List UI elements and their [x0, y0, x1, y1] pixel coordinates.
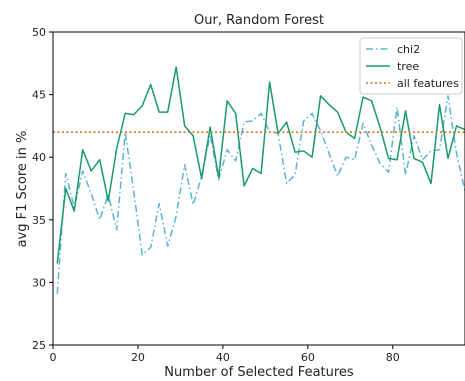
- y-tick-label: 35: [32, 214, 46, 227]
- legend-label-tree: tree: [397, 60, 419, 73]
- legend-label-chi2: chi2: [397, 43, 420, 56]
- series-line-tree: [56, 66, 465, 264]
- plot-area: [53, 66, 465, 294]
- series-group: [53, 66, 465, 294]
- x-tick-label: 80: [386, 351, 400, 364]
- y-tick-label: 45: [32, 89, 46, 102]
- x-tick-label: 60: [301, 351, 315, 364]
- axes: 0 20 40 60 80 25 30 35 40 45 50: [32, 26, 465, 364]
- series-line-chi2: [56, 95, 465, 294]
- y-tick-label: 40: [32, 151, 46, 164]
- legend-label-all-features: all features: [397, 77, 459, 90]
- y-tick-label: 30: [32, 276, 46, 289]
- legend-box: [359, 37, 463, 95]
- y-axis-label: avg F1 Score in %: [15, 131, 30, 248]
- x-axis-label: Number of Selected Features: [164, 365, 354, 380]
- y-tick-label: 50: [32, 26, 46, 39]
- x-tick-label: 20: [131, 351, 145, 364]
- plot-frame: [52, 31, 465, 346]
- legend: chi2 tree all features: [359, 37, 463, 95]
- x-tick-label: 0: [50, 351, 57, 364]
- chart-title: Our, Random Forest: [194, 13, 324, 28]
- y-tick-label: 25: [32, 339, 46, 352]
- x-tick-label: 40: [216, 351, 230, 364]
